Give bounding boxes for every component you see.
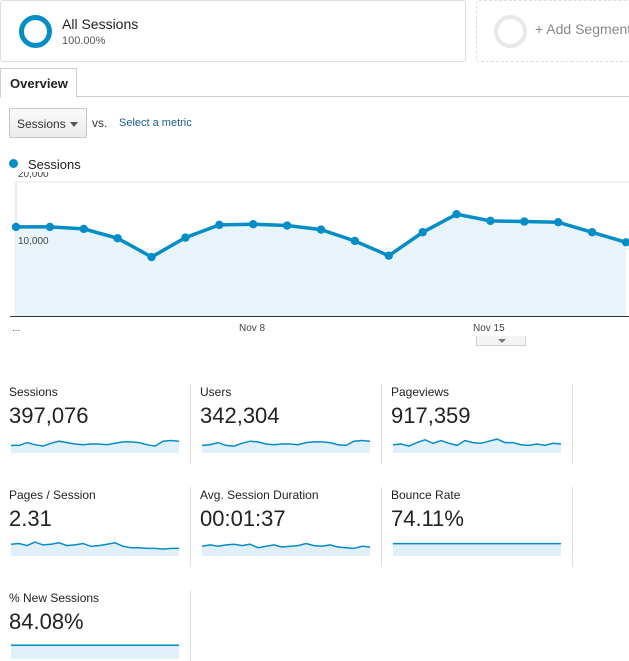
chart-x-ticks: ... Nov 8 Nov 15 [12, 323, 505, 334]
segment-ring-icon [19, 15, 52, 48]
sparkline-line [202, 542, 370, 550]
segment-percent: 100.00% [62, 35, 106, 47]
sparkline-line [11, 439, 179, 447]
metric-sparkline [11, 439, 179, 453]
metric-label: Sessions [9, 385, 58, 399]
chart-point[interactable] [249, 220, 258, 229]
tab-overview[interactable]: Overview [0, 68, 77, 98]
chart-point[interactable] [215, 220, 224, 230]
chart-y-tick-label: 10,000 [18, 236, 49, 247]
metric-tile[interactable]: Sessions 397,076 [0, 384, 191, 464]
segment-placeholder-icon [494, 15, 527, 48]
vs-label: vs. [92, 116, 108, 130]
metric-sparkline [11, 541, 179, 556]
segment-name: All Sessions [62, 16, 139, 32]
metric-tile[interactable]: Bounce Rate 74.11% [382, 487, 573, 567]
metric-label: Pages / Session [9, 488, 96, 502]
select-metric-link[interactable]: Select a metric [119, 117, 192, 129]
metric-sparkline [202, 439, 370, 453]
metric-dropdown-value: Sessions [17, 117, 66, 131]
sparkline-area [202, 543, 370, 556]
metric-sparkline [11, 644, 179, 659]
chart-point[interactable] [384, 251, 393, 260]
metric-dropdown[interactable]: Sessions [9, 108, 87, 138]
chart-point[interactable] [45, 222, 55, 232]
metric-sparkline [202, 542, 370, 556]
metric-value: 84.08% [9, 609, 84, 634]
metric-tile[interactable]: Users 342,304 [191, 384, 382, 464]
chart-point[interactable] [486, 216, 495, 226]
chart-y-tick-label: 20,000 [18, 172, 49, 180]
chart-point[interactable] [621, 238, 629, 247]
chart-point[interactable] [282, 221, 292, 230]
tab-bar: Overview [0, 68, 629, 98]
metric-tile[interactable]: Pageviews 917,359 [382, 384, 573, 464]
metric-label: Pageviews [391, 385, 450, 399]
metric-value: 397,076 [9, 403, 89, 428]
chart-point[interactable] [520, 217, 529, 226]
chart-x-tick-label: Nov 8 [239, 323, 266, 334]
chart-y-ticks: 20,000 10,000 [18, 172, 49, 247]
metric-sparkline [393, 438, 561, 453]
sparkline-area [202, 440, 370, 453]
metric-value: 74.11% [391, 506, 464, 531]
metric-label: Avg. Session Duration [200, 488, 319, 502]
chart-area-fill [16, 214, 626, 316]
add-segment-button[interactable]: + Add Segment [476, 0, 629, 62]
chart-point[interactable] [181, 233, 190, 242]
segment-card[interactable]: All Sessions 100.00% [0, 0, 466, 62]
legend-dot-icon [9, 159, 18, 168]
metric-value: 917,359 [391, 403, 471, 428]
chart-point[interactable] [147, 252, 156, 262]
metric-tile[interactable]: % New Sessions 84.08% [0, 590, 191, 661]
chart-points [11, 209, 629, 262]
chart-point[interactable] [316, 225, 326, 234]
chart-point[interactable] [418, 228, 427, 237]
chart-point[interactable] [11, 222, 21, 232]
sparkline-line [202, 439, 370, 447]
sparkline-area [393, 543, 561, 556]
chevron-down-icon [70, 122, 78, 127]
metric-sparkline [393, 542, 561, 556]
metric-tile[interactable]: Pages / Session 2.31 [0, 487, 191, 567]
sessions-chart: 20,000 10,000 ... Nov 8 Nov 15 [10, 172, 629, 334]
chart-point[interactable] [350, 236, 360, 246]
sparkline-line [393, 438, 561, 447]
metric-label: Bounce Rate [391, 488, 461, 502]
chart-x-tick-label: ... [12, 323, 20, 334]
chart-point[interactable] [587, 228, 597, 237]
metric-value: 00:01:37 [200, 506, 286, 531]
chart-x-tick-label: Nov 15 [473, 323, 505, 334]
sparkline-area [11, 645, 179, 659]
metric-label: Users [200, 385, 232, 399]
chart-point[interactable] [113, 234, 122, 243]
metric-label: % New Sessions [9, 591, 100, 605]
sparkline-area [11, 440, 179, 453]
add-segment-label: + Add Segment [535, 21, 629, 37]
chart-point[interactable] [452, 209, 461, 219]
sparkline-area [393, 439, 561, 453]
sparkline-line [11, 541, 179, 550]
metric-tile[interactable]: Avg. Session Duration 00:01:37 [191, 487, 382, 567]
chart-collapse-handle[interactable] [476, 336, 526, 346]
chart-point[interactable] [554, 218, 563, 227]
metric-value: 342,304 [200, 403, 280, 428]
legend-label: Sessions [28, 157, 81, 172]
sparkline-area [11, 542, 179, 556]
metric-value: 2.31 [9, 506, 52, 531]
caret-down-icon [498, 339, 506, 343]
chart-point[interactable] [79, 224, 88, 234]
